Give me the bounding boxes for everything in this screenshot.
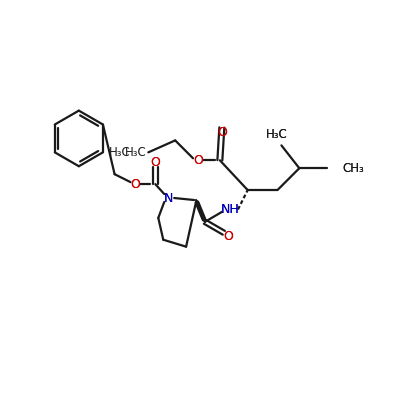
Text: CH₃: CH₃	[342, 162, 364, 175]
Text: N: N	[164, 192, 173, 204]
Text: N: N	[164, 192, 173, 204]
Text: O: O	[217, 126, 227, 139]
Text: NH: NH	[220, 204, 239, 216]
Text: CH₃: CH₃	[342, 162, 364, 175]
Text: O: O	[193, 154, 203, 167]
Text: H₃C: H₃C	[266, 128, 287, 141]
Text: NH: NH	[220, 204, 239, 216]
Text: H₃C: H₃C	[266, 128, 287, 141]
Text: H₃C: H₃C	[109, 146, 130, 159]
Text: O: O	[150, 156, 160, 169]
Text: O: O	[130, 178, 140, 191]
Text: O: O	[193, 154, 203, 167]
Text: O: O	[223, 230, 233, 243]
Text: O: O	[217, 126, 227, 139]
Text: O: O	[130, 178, 140, 191]
Text: H₃C: H₃C	[125, 146, 146, 159]
Text: O: O	[223, 230, 233, 243]
Text: O: O	[150, 156, 160, 169]
